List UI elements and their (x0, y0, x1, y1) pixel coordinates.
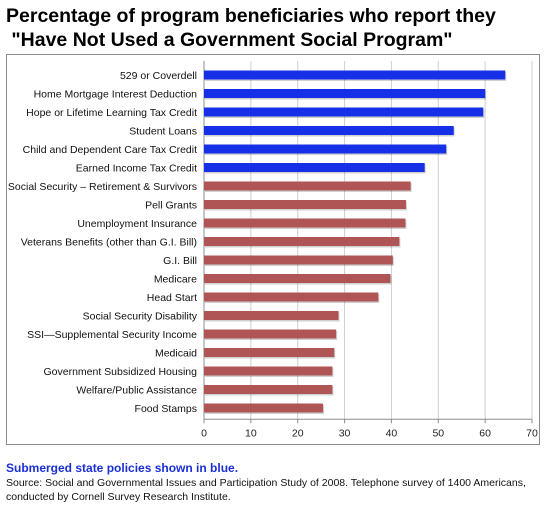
category-label: 529 or Coverdell (120, 70, 197, 82)
bar (204, 218, 406, 228)
bar (204, 237, 400, 246)
bar (204, 403, 324, 413)
chart-frame: 0 10 20 30 40 50 60 70 529 or Coverdell Home Mort… (6, 54, 540, 445)
submerged-note: Submerged state policies shown in blue. (6, 461, 239, 475)
category-label: Student Loans (129, 125, 197, 137)
bar (204, 89, 486, 98)
category-label: Medicaid (155, 347, 197, 359)
chart-title-line-1: Percentage of program beneficiaries who … (6, 5, 496, 27)
category-label: Social Security Disability (83, 310, 198, 322)
category-label: Child and Dependent Care Tax Credit (23, 144, 197, 156)
category-label: Home Mortgage Interest Deduction (34, 88, 198, 100)
x-tick-label: 70 (526, 427, 538, 439)
x-tick-label: 0 (201, 427, 207, 439)
x-tick-label: 60 (479, 427, 491, 439)
source-text: Source: Social and Governmental Issues a… (6, 477, 526, 503)
category-label: Social Security – Retirement & Survivors (8, 181, 197, 193)
category-label: Welfare/Public Assistance (76, 384, 197, 396)
chart-title: Percentage of program beneficiaries who … (6, 4, 542, 52)
category-label: Hope or Lifetime Learning Tax Credit (26, 107, 197, 119)
bar (204, 274, 391, 283)
x-tick-label: 20 (292, 427, 304, 439)
bar (204, 292, 379, 302)
category-label: Pell Grants (145, 199, 197, 211)
bar (204, 311, 339, 320)
category-label: Government Subsidized Housing (43, 366, 197, 378)
category-label: Food Stamps (135, 403, 197, 415)
bar (204, 200, 406, 209)
x-tick-label: 50 (432, 427, 444, 439)
category-label: Medicare (154, 273, 197, 285)
x-tick-label: 10 (245, 427, 257, 439)
category-label: Unemployment Insurance (77, 218, 197, 230)
bar (204, 181, 411, 191)
bar (204, 144, 447, 154)
x-tick-label: 40 (386, 427, 398, 439)
chart-title-line-2: "Have Not Used a Government Social Progr… (6, 29, 453, 51)
category-label: Earned Income Tax Credit (76, 162, 197, 174)
bar (204, 126, 454, 135)
bar (204, 107, 484, 117)
bar (204, 348, 335, 357)
bar (204, 70, 506, 80)
category-label: SSI—Supplemental Security Income (27, 329, 197, 341)
x-tick-label: 30 (339, 427, 351, 439)
bar (204, 163, 425, 172)
bar (204, 385, 333, 394)
bar (204, 366, 333, 376)
category-label: Head Start (147, 292, 197, 304)
bar (204, 255, 393, 265)
bar-chart: 0 10 20 30 40 50 60 70 529 or Coverdell Home Mort… (8, 61, 538, 439)
category-label: Veterans Benefits (other than G.I. Bill) (21, 236, 197, 248)
bar (204, 329, 337, 339)
category-label: G.I. Bill (163, 255, 197, 267)
